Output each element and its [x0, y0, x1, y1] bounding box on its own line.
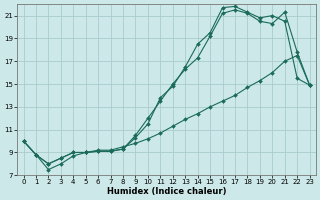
- X-axis label: Humidex (Indice chaleur): Humidex (Indice chaleur): [107, 187, 226, 196]
